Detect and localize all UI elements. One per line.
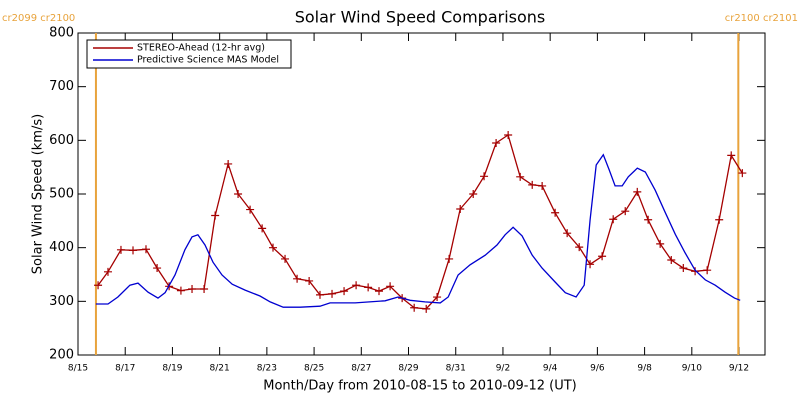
marker bbox=[609, 215, 618, 224]
legend-label: STEREO-Ahead (12-hr avg) bbox=[137, 43, 265, 54]
series-line bbox=[97, 133, 743, 310]
marker bbox=[103, 267, 112, 276]
x-tick-label: 9/12 bbox=[729, 364, 749, 374]
marker bbox=[445, 254, 454, 263]
marker bbox=[141, 245, 150, 254]
carrington-label: cr2099 cr2100 bbox=[2, 13, 75, 24]
marker bbox=[598, 252, 607, 261]
x-tick-label: 9/4 bbox=[543, 364, 558, 374]
marker bbox=[116, 245, 125, 254]
marker bbox=[644, 215, 653, 224]
marker bbox=[422, 304, 431, 313]
x-tick-label: 8/19 bbox=[162, 364, 182, 374]
marker bbox=[293, 274, 302, 283]
marker bbox=[269, 243, 278, 252]
series-line bbox=[95, 153, 741, 308]
marker bbox=[94, 281, 103, 290]
marker bbox=[480, 172, 489, 181]
marker bbox=[633, 187, 642, 196]
marker bbox=[234, 190, 243, 198]
x-tick-label: 9/2 bbox=[496, 364, 510, 374]
marker bbox=[691, 267, 700, 276]
marker bbox=[246, 205, 255, 214]
legend-box bbox=[86, 39, 292, 69]
marker bbox=[433, 293, 442, 302]
marker bbox=[188, 284, 197, 293]
marker bbox=[727, 151, 736, 160]
marker bbox=[703, 266, 712, 275]
y-tick-label: 300 bbox=[49, 294, 74, 309]
marker bbox=[153, 264, 162, 273]
marker bbox=[504, 130, 513, 139]
marker bbox=[516, 172, 525, 181]
y-tick-label: 400 bbox=[49, 240, 74, 255]
y-tick-label: 500 bbox=[49, 187, 74, 202]
y-tick-label: 800 bbox=[49, 26, 74, 41]
x-tick-label: 9/10 bbox=[682, 364, 702, 374]
marker bbox=[667, 256, 676, 265]
x-axis-label: Month/Day from 2010-08-15 to 2010-09-12 … bbox=[263, 379, 576, 394]
x-tick-label: 8/27 bbox=[351, 364, 371, 374]
marker bbox=[129, 246, 138, 255]
legend-label: Predictive Science MAS Model bbox=[137, 55, 279, 66]
chart-title: Solar Wind Speed Comparisons bbox=[295, 8, 546, 27]
y-tick-label: 700 bbox=[49, 79, 74, 94]
marker bbox=[586, 260, 595, 269]
marker bbox=[176, 286, 185, 295]
x-tick-label: 8/29 bbox=[398, 364, 418, 374]
marker bbox=[386, 282, 395, 291]
marker bbox=[575, 243, 584, 252]
x-tick-label: 8/23 bbox=[257, 364, 277, 374]
marker bbox=[679, 264, 688, 273]
marker bbox=[656, 239, 665, 248]
carrington-label: cr2100 cr2101 bbox=[725, 13, 798, 24]
marker bbox=[621, 207, 630, 216]
x-tick-label: 8/17 bbox=[115, 364, 135, 374]
marker bbox=[492, 139, 501, 148]
marker bbox=[258, 224, 267, 233]
y-tick-label: 600 bbox=[49, 133, 74, 148]
marker bbox=[211, 211, 220, 220]
marker bbox=[340, 287, 349, 296]
x-tick-label: 9/6 bbox=[590, 364, 605, 374]
y-axis-label: Solar Wind Speed (km/s) bbox=[31, 114, 46, 274]
marker bbox=[328, 289, 337, 298]
marker bbox=[352, 281, 361, 290]
marker bbox=[375, 287, 384, 296]
x-tick-label: 8/15 bbox=[68, 364, 88, 374]
marker bbox=[364, 283, 373, 292]
x-tick-label: 8/21 bbox=[210, 364, 230, 374]
marker bbox=[538, 181, 547, 190]
marker bbox=[469, 190, 478, 198]
y-tick-label: 200 bbox=[49, 348, 74, 363]
marker bbox=[224, 159, 233, 168]
marker bbox=[738, 169, 747, 178]
marker bbox=[410, 303, 419, 312]
marker bbox=[200, 284, 209, 293]
marker bbox=[281, 254, 290, 263]
marker bbox=[551, 208, 560, 217]
marker bbox=[456, 205, 465, 214]
x-tick-label: 8/25 bbox=[304, 364, 324, 374]
x-tick-label: 8/31 bbox=[446, 364, 466, 374]
marker bbox=[305, 276, 314, 285]
marker bbox=[715, 215, 724, 224]
x-tick-label: 9/8 bbox=[637, 364, 652, 374]
marker bbox=[563, 229, 572, 238]
marker bbox=[315, 290, 324, 299]
marker bbox=[528, 180, 537, 189]
